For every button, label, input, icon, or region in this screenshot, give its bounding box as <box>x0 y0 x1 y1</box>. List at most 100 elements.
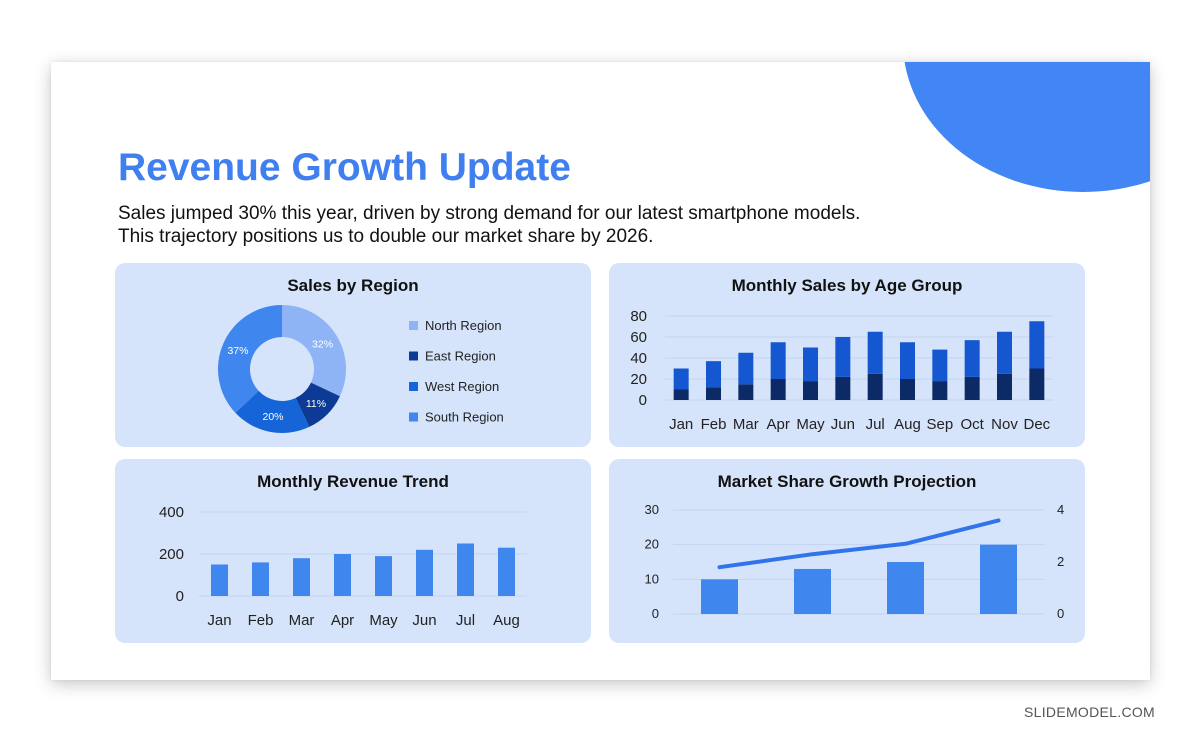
sales-by-region-panel: Sales by Region 32% North Region 11% East R… <box>115 263 591 447</box>
bar-segment <box>835 337 851 377</box>
subtitle-line-1: Sales jumped 30% this year, driven by st… <box>118 203 861 224</box>
bar-segment <box>803 381 818 400</box>
bar-segment <box>997 373 1012 400</box>
bar-segment <box>1029 368 1045 400</box>
bar-segment <box>932 349 948 382</box>
revenue-trend-panel: Monthly Revenue Trend 0 200 400 Jan Feb Mar Ap… <box>115 459 591 643</box>
y-tick-label-left: 10 <box>645 571 659 586</box>
bar-segment <box>770 342 786 379</box>
bar <box>701 579 738 614</box>
x-tick-label: Apr <box>766 416 789 433</box>
decorative-circle <box>903 62 1150 192</box>
y-tick-label: 400 <box>159 504 184 521</box>
legend-swatch <box>409 321 418 330</box>
market-share-chart: Market Share Growth Projection 0 10 20 30 0 2… <box>645 472 1065 621</box>
bar <box>252 562 269 596</box>
slide-subtitle: Sales jumped 30% this year, driven by st… <box>118 202 860 248</box>
trend-line <box>717 518 1001 570</box>
y-tick-label-right: 4 <box>1057 502 1064 517</box>
pie-slice-west-region <box>235 390 310 433</box>
y-tick-label-left: 30 <box>645 502 659 517</box>
chart-title: Monthly Revenue Trend <box>257 472 449 491</box>
bar <box>794 568 831 614</box>
bar <box>887 562 924 614</box>
legend-label: West Region <box>425 379 499 394</box>
sales-by-region-chart: Sales by Region 32% North Region 11% East R… <box>218 276 504 433</box>
bar <box>293 558 310 596</box>
legend-label: South Region <box>425 410 504 425</box>
legend-swatch <box>409 351 418 361</box>
y-tick-label-right: 0 <box>1057 606 1064 621</box>
revenue-trend-chart: Monthly Revenue Trend 0 200 400 Jan Feb Mar Ap… <box>159 472 527 629</box>
bar <box>457 543 474 596</box>
bar <box>375 556 392 596</box>
bar-segment <box>932 381 948 400</box>
slice-percent-label: 37% <box>227 345 248 357</box>
x-tick-label: Mar <box>733 416 759 433</box>
subtitle-line-2: This trajectory positions us to double o… <box>118 226 654 247</box>
slide: Revenue Growth Update Sales jumped 30% t… <box>51 62 1150 680</box>
bar-segment <box>770 379 786 400</box>
y-tick-label-left: 0 <box>652 606 659 621</box>
bar <box>334 554 351 596</box>
legend-label: North Region <box>425 318 502 333</box>
bar-segment <box>738 384 754 400</box>
x-tick-label: Aug <box>493 612 520 629</box>
x-tick-label: Jan <box>669 416 693 433</box>
bar-segment <box>706 387 721 400</box>
bar-segment <box>964 376 980 400</box>
bar-segment <box>997 331 1012 374</box>
age-group-chart: Monthly Sales by Age Group 0 20 40 60 80 Jan F… <box>630 276 1053 433</box>
bar <box>498 547 515 596</box>
bar-segment <box>835 376 851 400</box>
bar-segment <box>964 340 980 377</box>
y-tick-label: 60 <box>630 329 647 346</box>
watermark: SLIDEMODEL.COM <box>1024 704 1155 720</box>
slice-percent-label: 32% <box>312 338 333 350</box>
slice-percent-label: 20% <box>262 411 283 423</box>
y-tick-label: 0 <box>176 588 184 605</box>
y-tick-label: 20 <box>630 371 647 388</box>
chart-title: Sales by Region <box>287 276 418 295</box>
x-tick-label: Feb <box>248 612 274 629</box>
legend-swatch <box>409 382 418 391</box>
bar-segment <box>706 361 721 388</box>
x-tick-label: Jul <box>456 612 475 629</box>
y-tick-label-right: 2 <box>1057 554 1064 569</box>
market-share-panel: Market Share Growth Projection 0 10 20 30 0 2… <box>609 459 1085 643</box>
x-tick-label: Dec <box>1023 416 1050 433</box>
slide-title: Revenue Growth Update <box>118 146 571 189</box>
legend-label: East Region <box>425 349 496 364</box>
bar <box>416 549 433 596</box>
chart-title: Monthly Sales by Age Group <box>732 276 963 295</box>
chart-title: Market Share Growth Projection <box>718 472 977 491</box>
x-tick-label: Sep <box>926 416 953 433</box>
age-group-panel: Monthly Sales by Age Group 0 20 40 60 80 Jan F… <box>609 263 1085 447</box>
x-tick-label: May <box>796 416 825 433</box>
bar-segment <box>673 389 689 400</box>
bar-segment <box>803 347 818 382</box>
bar-segment <box>673 368 689 390</box>
x-tick-label: Nov <box>991 416 1018 433</box>
bar-segment <box>867 331 883 374</box>
x-tick-label: Jun <box>412 612 436 629</box>
y-tick-label: 40 <box>630 350 647 367</box>
y-tick-label-left: 20 <box>645 537 659 552</box>
bar-segment <box>738 352 754 385</box>
y-tick-label: 0 <box>639 392 647 409</box>
bar <box>211 564 228 596</box>
bar-segment <box>900 342 915 379</box>
x-tick-label: May <box>369 612 398 629</box>
bar <box>980 544 1017 614</box>
y-tick-label: 80 <box>630 308 647 325</box>
bar-segment <box>1029 321 1045 369</box>
pie-slice-north-region <box>282 305 346 397</box>
pie-slice-east-region <box>295 382 340 427</box>
x-tick-label: Oct <box>960 416 984 433</box>
x-tick-label: Aug <box>894 416 921 433</box>
x-tick-label: Apr <box>331 612 354 629</box>
x-tick-label: Jun <box>831 416 855 433</box>
x-tick-label: Jul <box>866 416 885 433</box>
legend-swatch <box>409 412 418 422</box>
bar-segment <box>867 373 883 400</box>
